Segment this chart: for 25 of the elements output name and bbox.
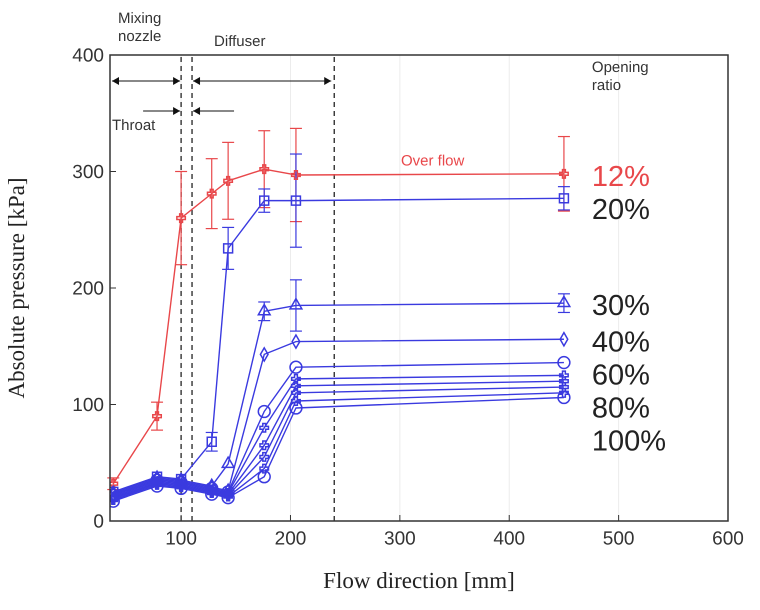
series-label: 12% [592,160,650,193]
annotation: Over flow [400,152,465,170]
x-tick-label: 200 [274,528,306,550]
y-tick-label: 0 [93,512,104,533]
x-axis-title: Flow direction [mm] [323,568,515,593]
y-tick-label: 200 [72,278,104,300]
x-tick-label: 400 [493,528,526,550]
x-tick-label: 500 [602,528,634,550]
text: Mixing nozzle [118,10,162,46]
series-label: 100% [592,425,666,458]
annotation: Throat [112,117,156,135]
series-label: 20% [592,194,650,226]
series-label: 40% [592,326,650,358]
y-axis-title: Absolute pressure [kPa] [4,177,30,399]
text: Diffuser [214,33,266,51]
x-tick-label: 300 [384,528,416,550]
y-tick-label: 400 [72,46,104,67]
x-tick-label: 100 [165,528,197,550]
series-label: 30% [592,290,650,322]
x-tick-label: 600 [712,528,744,550]
annotation: Opening ratio [592,59,650,95]
series-label: 80% [592,392,650,424]
y-tick-label: 300 [72,162,104,184]
y-tick-label: 100 [72,395,104,416]
series-label: 60% [592,359,650,392]
